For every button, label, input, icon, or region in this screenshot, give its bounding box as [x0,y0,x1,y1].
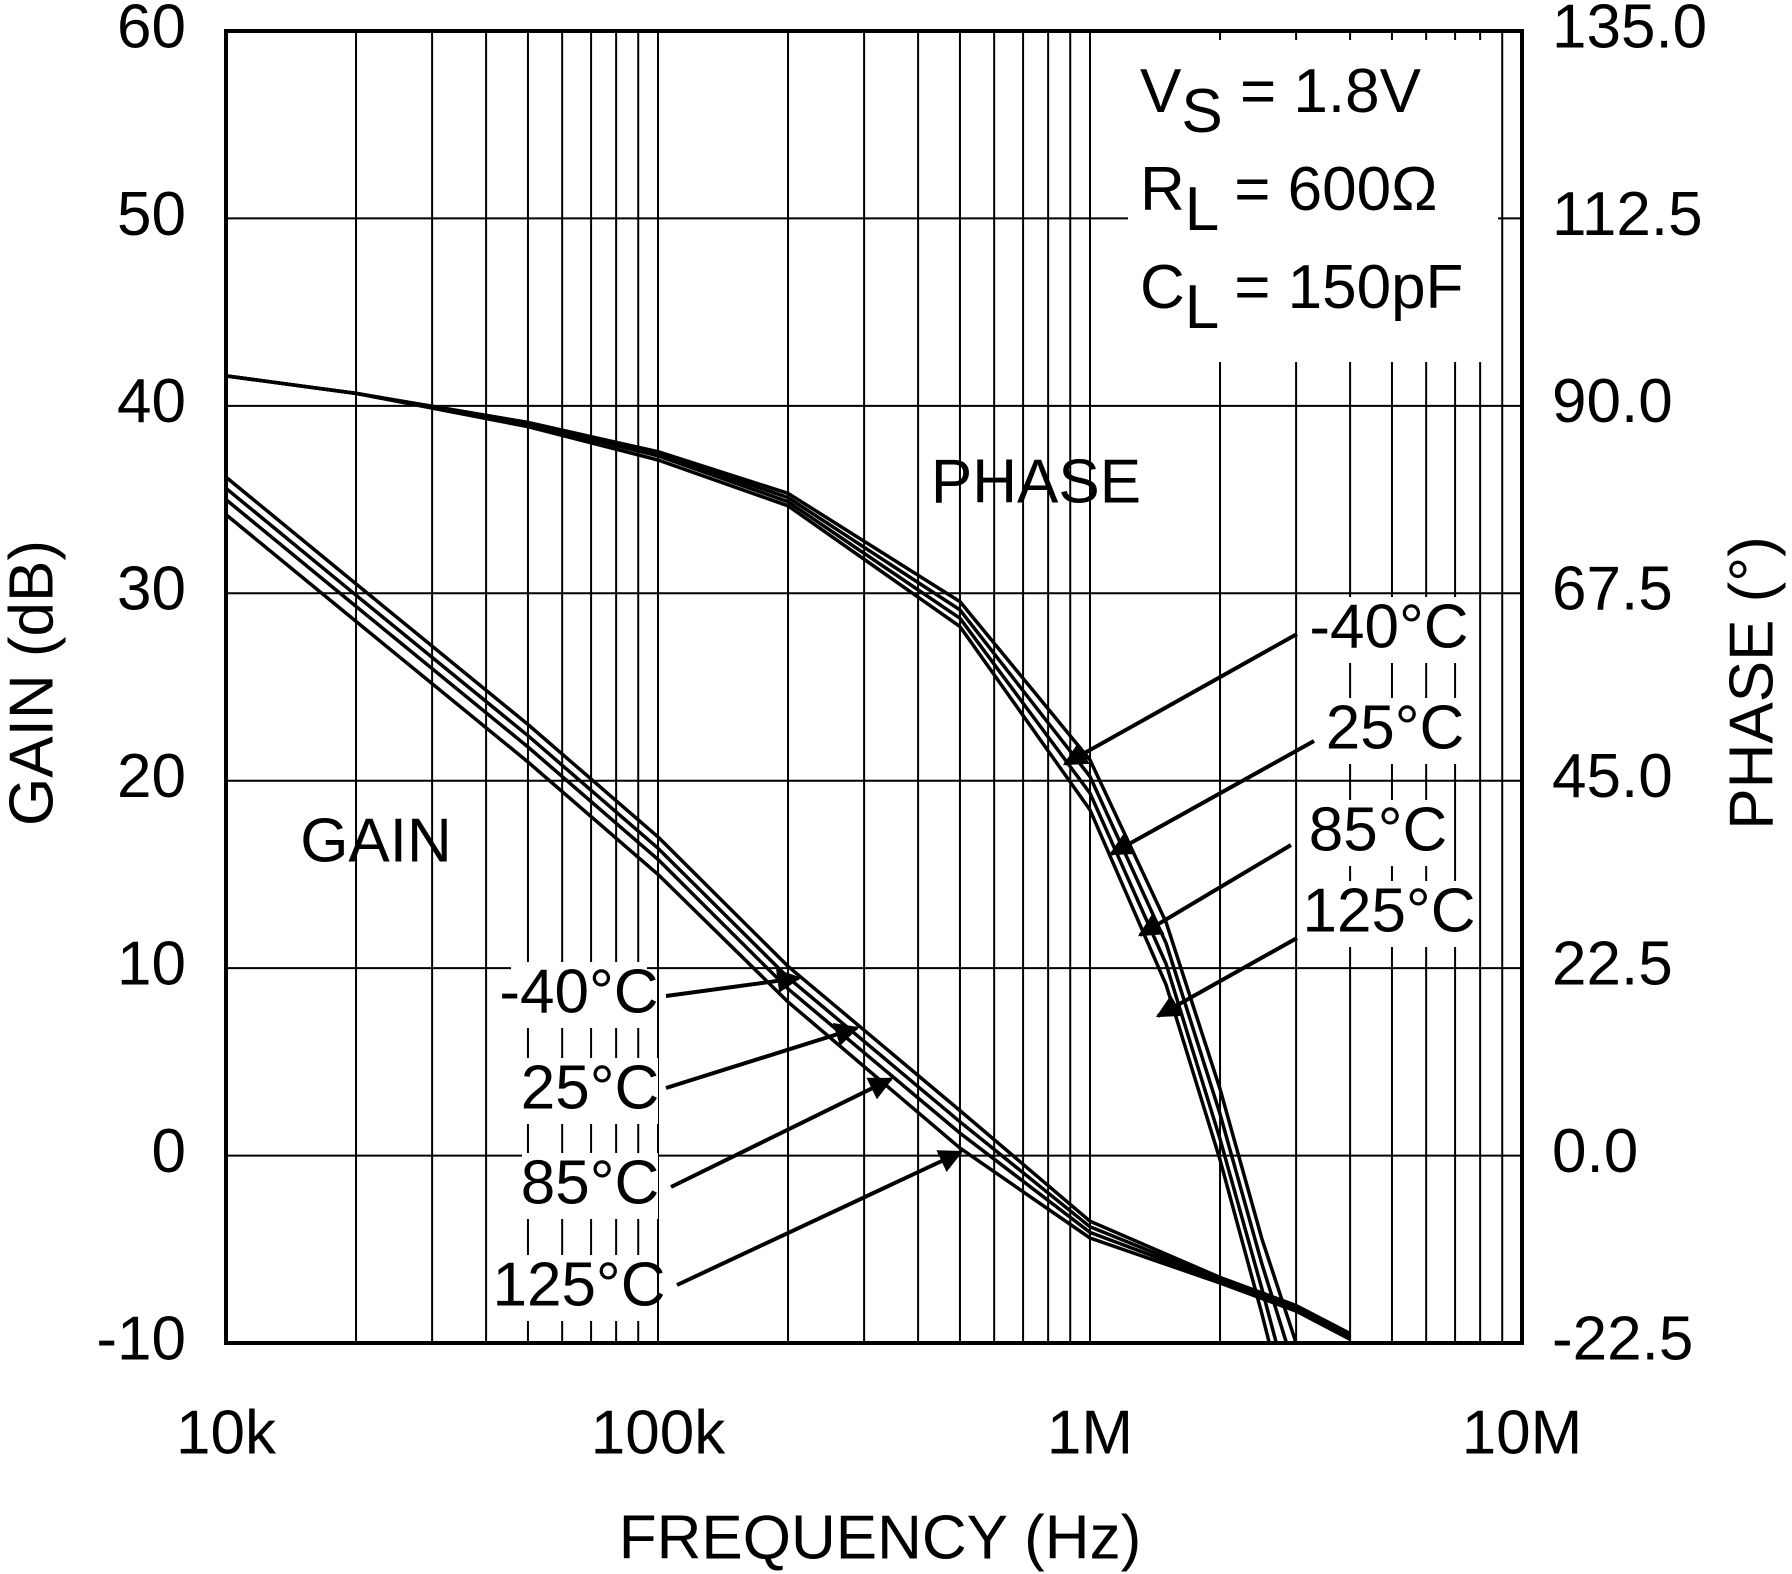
label-background [1310,800,1446,866]
plot-frame [224,29,1524,1345]
condition: CL = 150pF [1140,253,1463,342]
curve-label: PHASE [931,447,1141,516]
conditions-background [1128,40,1498,362]
arrow [676,1150,964,1287]
condition: RL = 600Ω [1140,155,1437,244]
arrow [1062,632,1298,766]
y-tick-label: 60 [117,0,186,61]
label-background [1321,597,1457,663]
series-label: 85°C [521,1148,660,1217]
arrow [1137,843,1293,937]
y-tick-label: 30 [117,555,186,624]
condition-value: = 600Ω [1217,155,1437,224]
y-tick-label: 50 [117,180,186,249]
curves [224,374,1351,1344]
y2-tick-label: -22.5 [1552,1304,1693,1373]
y-tick-label: 10 [117,930,186,999]
arrow [670,1077,894,1189]
condition-subscript: S [1181,77,1222,146]
condition-subscript: L [1185,273,1218,342]
condition: VS = 1.8V [1140,57,1422,146]
label-background [522,1153,658,1219]
y2-tick-label: 135.0 [1552,0,1707,61]
y2-tick-label: 112.5 [1552,180,1703,249]
x-tick-label: 10M [1462,1398,1583,1467]
x-tick-label: 100k [591,1398,726,1467]
series-line [224,475,1351,1336]
y-tick-label: 0 [152,1117,186,1186]
y2-tick-label: 90.0 [1552,367,1673,436]
y2-tick-label: 45.0 [1552,742,1673,811]
y-tick-label: 20 [117,742,186,811]
arrow [665,1023,860,1090]
x-tick-label: 1M [1047,1398,1133,1467]
series-label: 125°C [1302,876,1475,945]
y2-tick-label: 22.5 [1552,930,1673,999]
y2-tick-label: 67.5 [1552,555,1673,624]
curve-label: GAIN [300,806,452,875]
label-background [511,1255,647,1321]
y2-tick-label: 0.0 [1552,1117,1638,1186]
arrow [1108,739,1315,856]
series-label: 125°C [492,1250,665,1319]
y2-axis-title: PHASE (°) [1717,536,1786,830]
series-label: -40°C [1309,592,1468,661]
annotations: GAIN PHASE -40°C 25°C 85°C 125°C -40°C 25°C 85°C… [300,40,1498,1321]
series-label: 25°C [521,1053,660,1122]
condition-symbol: C [1140,253,1185,322]
label-background [1321,881,1457,947]
x-axis-title: FREQUENCY (Hz) [619,1503,1141,1572]
label-background [511,962,647,1028]
y-tick-label: 40 [117,367,186,436]
y-axis-title: GAIN (dB) [0,540,66,826]
y-tick-label: -10 [96,1304,186,1373]
series-label: -40°C [499,957,658,1026]
condition-symbol: V [1140,57,1182,126]
condition-value: = 1.8V [1223,57,1422,126]
condition-subscript: L [1185,175,1218,244]
arrow [1155,936,1298,1018]
series-line [225,374,1271,1344]
x-tick-label: 10k [176,1398,277,1467]
label-background [522,1058,658,1124]
series-label: 85°C [1309,795,1448,864]
label-background [1327,698,1463,764]
arrow [665,969,802,998]
condition-value: = 150pF [1217,253,1463,322]
condition-symbol: R [1140,155,1185,224]
series-label: 25°C [1326,693,1465,762]
